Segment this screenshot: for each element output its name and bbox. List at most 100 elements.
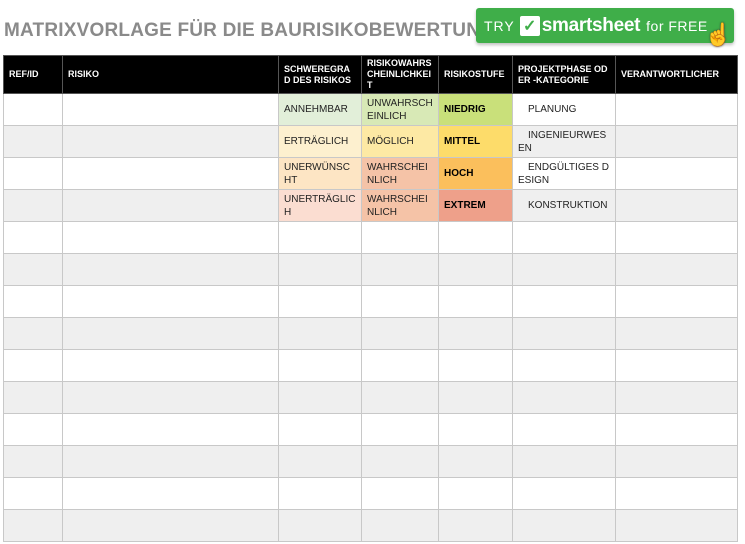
owner-cell[interactable]: [615, 93, 738, 126]
table-row: ERTRÄGLICH MÖGLICH MITTEL INGENIEURWESEN: [3, 125, 738, 158]
empty-cell[interactable]: [438, 381, 513, 414]
empty-cell[interactable]: [512, 381, 616, 414]
empty-cell[interactable]: [438, 349, 513, 382]
empty-cell[interactable]: [3, 445, 63, 478]
empty-cell[interactable]: [278, 253, 362, 286]
severity-cell[interactable]: UNERTRÄGLICH: [278, 189, 362, 222]
empty-cell[interactable]: [361, 477, 439, 510]
empty-cell[interactable]: [278, 285, 362, 318]
empty-cell[interactable]: [438, 413, 513, 446]
probability-cell[interactable]: MÖGLICH: [361, 125, 439, 158]
empty-cell[interactable]: [438, 317, 513, 350]
empty-cell[interactable]: [615, 317, 738, 350]
empty-cell[interactable]: [361, 445, 439, 478]
empty-cell[interactable]: [3, 317, 63, 350]
empty-cell[interactable]: [62, 477, 279, 510]
empty-cell[interactable]: [512, 477, 616, 510]
empty-cell[interactable]: [615, 221, 738, 254]
probability-cell[interactable]: WAHRSCHEINLICH: [361, 189, 439, 222]
empty-cell[interactable]: [3, 413, 63, 446]
empty-cell[interactable]: [278, 349, 362, 382]
empty-cell[interactable]: [62, 381, 279, 414]
empty-cell[interactable]: [361, 381, 439, 414]
project-phase-cell[interactable]: KONSTRUKTION: [512, 189, 616, 222]
empty-cell[interactable]: [615, 349, 738, 382]
try-smartsheet-banner[interactable]: TRY ✓ smartsheet for FREE ☝: [476, 8, 734, 47]
risk-cell[interactable]: [62, 189, 279, 222]
empty-cell[interactable]: [512, 349, 616, 382]
project-phase-cell[interactable]: ENDGÜLTIGES DESIGN: [512, 157, 616, 190]
empty-cell[interactable]: [512, 509, 616, 542]
empty-cell[interactable]: [512, 221, 616, 254]
empty-cell[interactable]: [512, 445, 616, 478]
ref-id-cell[interactable]: [3, 125, 63, 158]
empty-cell[interactable]: [615, 509, 738, 542]
risk-level-cell[interactable]: HOCH: [438, 157, 513, 190]
empty-cell[interactable]: [62, 445, 279, 478]
empty-cell[interactable]: [512, 317, 616, 350]
empty-cell[interactable]: [512, 413, 616, 446]
empty-cell[interactable]: [3, 349, 63, 382]
owner-cell[interactable]: [615, 125, 738, 158]
owner-cell[interactable]: [615, 189, 738, 222]
empty-cell[interactable]: [62, 349, 279, 382]
empty-cell[interactable]: [438, 477, 513, 510]
severity-cell[interactable]: ANNEHMBAR: [278, 93, 362, 126]
empty-cell[interactable]: [62, 317, 279, 350]
risk-level-cell[interactable]: MITTEL: [438, 125, 513, 158]
empty-cell[interactable]: [3, 221, 63, 254]
empty-cell[interactable]: [3, 285, 63, 318]
risk-level-cell[interactable]: NIEDRIG: [438, 93, 513, 126]
risk-cell[interactable]: [62, 157, 279, 190]
empty-cell[interactable]: [3, 477, 63, 510]
probability-cell[interactable]: WAHRSCHEINLICH: [361, 157, 439, 190]
empty-cell[interactable]: [3, 509, 63, 542]
empty-cell[interactable]: [3, 381, 63, 414]
empty-cell[interactable]: [62, 413, 279, 446]
project-phase-cell[interactable]: PLANUNG: [512, 93, 616, 126]
empty-cell[interactable]: [615, 477, 738, 510]
empty-cell[interactable]: [438, 445, 513, 478]
empty-cell[interactable]: [438, 221, 513, 254]
project-phase-cell[interactable]: INGENIEURWESEN: [512, 125, 616, 158]
empty-cell[interactable]: [512, 285, 616, 318]
empty-cell[interactable]: [278, 381, 362, 414]
empty-cell[interactable]: [361, 509, 439, 542]
empty-cell[interactable]: [361, 253, 439, 286]
empty-cell[interactable]: [615, 445, 738, 478]
empty-cell[interactable]: [615, 253, 738, 286]
empty-cell[interactable]: [62, 509, 279, 542]
empty-cell[interactable]: [278, 445, 362, 478]
empty-cell[interactable]: [278, 413, 362, 446]
empty-cell[interactable]: [62, 285, 279, 318]
ref-id-cell[interactable]: [3, 93, 63, 126]
empty-cell[interactable]: [62, 253, 279, 286]
empty-cell[interactable]: [438, 253, 513, 286]
empty-cell[interactable]: [361, 413, 439, 446]
empty-cell[interactable]: [278, 317, 362, 350]
risk-cell[interactable]: [62, 93, 279, 126]
severity-cell[interactable]: ERTRÄGLICH: [278, 125, 362, 158]
empty-cell[interactable]: [615, 381, 738, 414]
probability-cell[interactable]: UNWAHRSCHEINLICH: [361, 93, 439, 126]
empty-cell[interactable]: [62, 221, 279, 254]
empty-cell[interactable]: [278, 509, 362, 542]
owner-cell[interactable]: [615, 157, 738, 190]
empty-cell[interactable]: [361, 285, 439, 318]
empty-cell[interactable]: [438, 509, 513, 542]
ref-id-cell[interactable]: [3, 189, 63, 222]
empty-cell[interactable]: [512, 253, 616, 286]
empty-cell[interactable]: [361, 221, 439, 254]
risk-cell[interactable]: [62, 125, 279, 158]
empty-cell[interactable]: [3, 253, 63, 286]
empty-cell[interactable]: [361, 317, 439, 350]
empty-cell[interactable]: [361, 349, 439, 382]
empty-cell[interactable]: [615, 413, 738, 446]
ref-id-cell[interactable]: [3, 157, 63, 190]
empty-cell[interactable]: [615, 285, 738, 318]
empty-cell[interactable]: [278, 477, 362, 510]
risk-level-cell[interactable]: EXTREM: [438, 189, 513, 222]
severity-cell[interactable]: UNERWÜNSCHT: [278, 157, 362, 190]
empty-cell[interactable]: [438, 285, 513, 318]
empty-cell[interactable]: [278, 221, 362, 254]
